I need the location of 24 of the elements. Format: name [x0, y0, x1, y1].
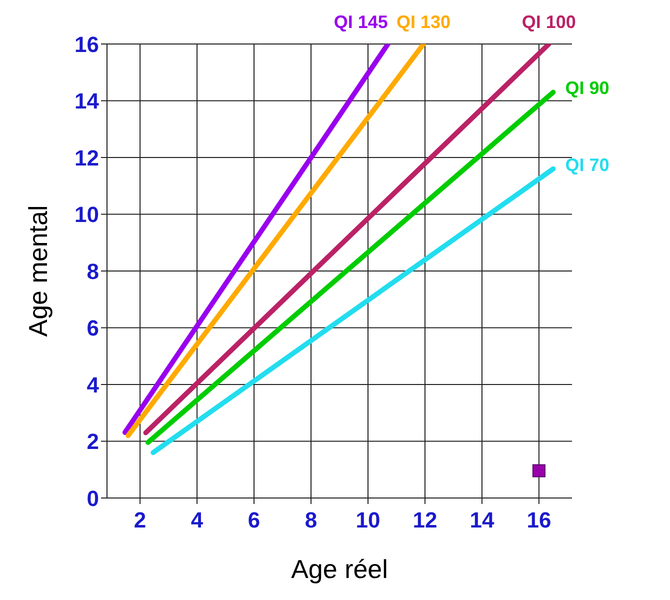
x-tick-label: 6: [248, 508, 260, 533]
y-tick-label: 2: [86, 429, 99, 454]
y-tick-label: 0: [86, 486, 99, 511]
y-tick-label: 10: [74, 202, 99, 228]
x-tick-label: 4: [190, 508, 204, 533]
series-label: QI 130: [396, 12, 451, 32]
y-axis-title: Age mental: [23, 205, 54, 337]
y-tick-label: 16: [74, 32, 99, 57]
x-tick-label: 12: [412, 508, 438, 533]
y-tick-label: 6: [86, 316, 99, 341]
x-tick-label: 16: [526, 508, 552, 533]
y-tick-label: 12: [74, 145, 99, 170]
y-tick-label: 4: [86, 372, 100, 398]
x-tick-label: 2: [134, 508, 146, 533]
x-tick-label: 8: [304, 508, 318, 533]
series-label: QI 90: [565, 78, 610, 98]
x-axis-title: Age réel: [291, 554, 388, 584]
series-label: QI 70: [565, 154, 610, 175]
x-tick-label: 10: [356, 508, 380, 533]
y-tick-label: 14: [74, 88, 100, 114]
series-label: QI 100: [522, 12, 576, 32]
y-tick-label: 8: [86, 258, 99, 284]
series-label: QI 145: [334, 12, 388, 32]
x-tick-label: 14: [470, 508, 495, 533]
